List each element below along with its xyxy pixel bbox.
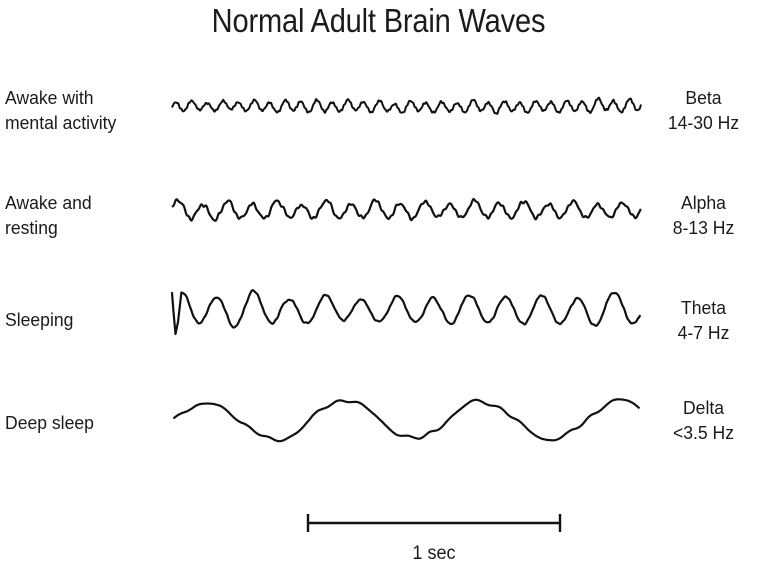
state-label-alpha-line1: Awake and xyxy=(5,192,92,213)
state-label-delta-line1: Deep sleep xyxy=(5,412,94,433)
wave-name-delta: Delta xyxy=(682,397,725,418)
page-title: Normal Adult Brain Waves xyxy=(211,2,546,39)
eeg-trace-alpha xyxy=(171,198,642,222)
state-label-alpha-line2: resting xyxy=(5,217,58,238)
wave-legend-delta: Delta <3.5 Hz xyxy=(653,395,755,445)
wave-name-beta: Beta xyxy=(685,87,722,108)
state-label-beta: Awake with mental activity xyxy=(5,85,157,135)
wave-frequency-theta: 4-7 Hz xyxy=(677,322,730,343)
wave-frequency-beta: 14-30 Hz xyxy=(667,112,740,133)
eeg-trace-theta xyxy=(170,289,641,336)
state-label-beta-line2: mental activity xyxy=(5,112,117,133)
state-label-beta-line1: Awake with xyxy=(5,87,94,108)
wave-legend-theta: Theta 4-7 Hz xyxy=(653,295,755,345)
wave-frequency-alpha: 8-13 Hz xyxy=(672,217,735,238)
wave-name-theta: Theta xyxy=(681,297,726,318)
wave-legend-beta: Beta 14-30 Hz xyxy=(653,85,755,135)
state-label-theta-line1: Sleeping xyxy=(5,309,74,330)
state-label-alpha: Awake and resting xyxy=(5,190,157,240)
wave-name-alpha: Alpha xyxy=(681,192,726,213)
state-label-delta: Deep sleep xyxy=(5,410,157,435)
scale-bar-caption: 1 sec xyxy=(412,543,456,564)
wave-frequency-delta: <3.5 Hz xyxy=(672,422,735,443)
eeg-trace-beta xyxy=(171,96,642,115)
wave-legend-alpha: Alpha 8-13 Hz xyxy=(653,190,755,240)
eeg-trace-delta xyxy=(173,398,640,443)
state-label-theta: Sleeping xyxy=(5,307,157,332)
